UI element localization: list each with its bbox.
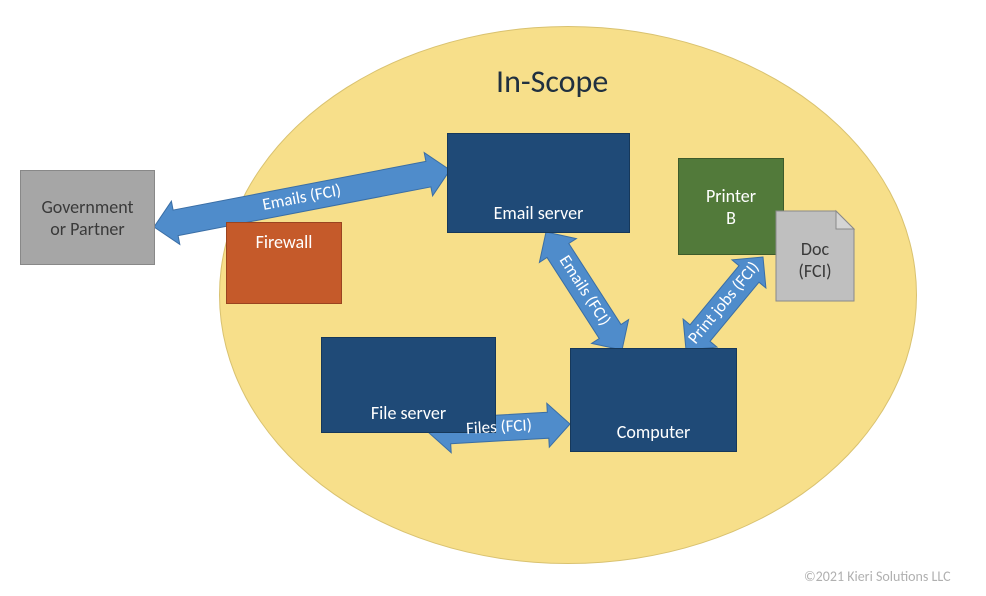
node-email-server: Email server bbox=[447, 133, 630, 233]
node-email-label: Email server bbox=[494, 202, 584, 224]
node-computer: Computer bbox=[570, 348, 737, 452]
node-file-label: File server bbox=[371, 402, 446, 424]
scope-title: In-Scope bbox=[496, 62, 608, 101]
diagram-canvas: In-Scope Government or Partner Firewall … bbox=[0, 0, 986, 596]
node-computer-label: Computer bbox=[617, 421, 690, 443]
node-firewall: Firewall bbox=[226, 222, 342, 304]
node-government: Government or Partner bbox=[20, 170, 155, 265]
node-file-server: File server bbox=[321, 337, 496, 433]
node-printer-label: Printer B bbox=[706, 185, 756, 229]
node-printer-b: Printer B bbox=[678, 158, 784, 255]
copyright: ©2021 Kieri Solutions LLC bbox=[804, 568, 951, 585]
node-government-label: Government or Partner bbox=[41, 196, 133, 240]
node-firewall-label: Firewall bbox=[256, 231, 313, 253]
doc-label: Doc (FCI) bbox=[776, 238, 854, 282]
